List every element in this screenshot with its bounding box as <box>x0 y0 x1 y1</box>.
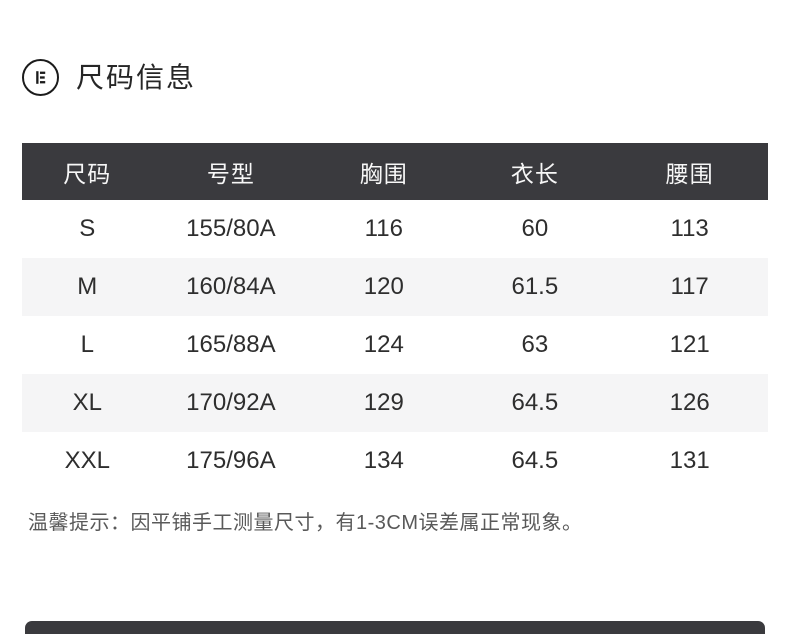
measure-tip: 温馨提示：因平铺手工测量尺寸，有1-3CM误差属正常现象。 <box>28 512 583 534</box>
size-table-cell: 155/80A <box>152 200 310 258</box>
size-table-header-cell: 衣长 <box>458 143 612 200</box>
size-table-cell: 165/88A <box>152 316 310 374</box>
size-table-row: M 160/84A 120 61.5 117 <box>22 258 768 316</box>
size-table-cell: XXL <box>22 432 153 490</box>
size-table-cell: XL <box>22 374 153 432</box>
size-table-cell: 63 <box>458 316 612 374</box>
size-table-header-cell: 号型 <box>152 143 310 200</box>
size-table-cell: 160/84A <box>152 258 310 316</box>
size-table-header-cell: 胸围 <box>309 143 459 200</box>
size-table-cell: 134 <box>309 432 459 490</box>
size-table-header-cell: 腰围 <box>611 143 768 200</box>
size-table-cell: 170/92A <box>152 374 310 432</box>
ruler-icon-glyph <box>36 71 46 84</box>
next-section-header-partial <box>25 621 765 634</box>
section-title: 尺码信息 <box>76 61 197 93</box>
size-table-cell: 64.5 <box>458 432 612 490</box>
size-table-cell: M <box>22 258 153 316</box>
size-table-cell: 116 <box>309 200 459 258</box>
size-table-row: XXL 175/96A 134 64.5 131 <box>22 432 768 490</box>
size-table-cell: L <box>22 316 153 374</box>
section-header: 尺码信息 <box>22 59 196 96</box>
size-table-cell: 121 <box>611 316 768 374</box>
size-table-row: XL 170/92A 129 64.5 126 <box>22 374 768 432</box>
size-table-cell: 129 <box>309 374 459 432</box>
size-table-header-row: 尺码 号型 胸围 衣长 腰围 <box>22 143 768 200</box>
size-table-row: L 165/88A 124 63 121 <box>22 316 768 374</box>
size-table-cell: 60 <box>458 200 612 258</box>
size-table-cell: 120 <box>309 258 459 316</box>
ruler-circle-icon <box>22 59 59 96</box>
size-table-body: S 155/80A 116 60 113 M 160/84A 120 61.5 117 L 165/8… <box>22 200 768 490</box>
size-table-cell: S <box>22 200 153 258</box>
size-table-row: S 155/80A 116 60 113 <box>22 200 768 258</box>
size-table: 尺码 号型 胸围 衣长 腰围 S 155/80A 116 60 113 M 160/84A 120 61… <box>22 143 768 490</box>
size-table-cell: 117 <box>611 258 768 316</box>
size-table-cell: 61.5 <box>458 258 612 316</box>
size-table-cell: 64.5 <box>458 374 612 432</box>
size-table-header-cell: 尺码 <box>22 143 153 200</box>
size-table-cell: 175/96A <box>152 432 310 490</box>
size-table-header: 尺码 号型 胸围 衣长 腰围 <box>22 143 768 200</box>
size-table-cell: 113 <box>611 200 768 258</box>
size-table-cell: 126 <box>611 374 768 432</box>
size-table-cell: 124 <box>309 316 459 374</box>
size-table-cell: 131 <box>611 432 768 490</box>
